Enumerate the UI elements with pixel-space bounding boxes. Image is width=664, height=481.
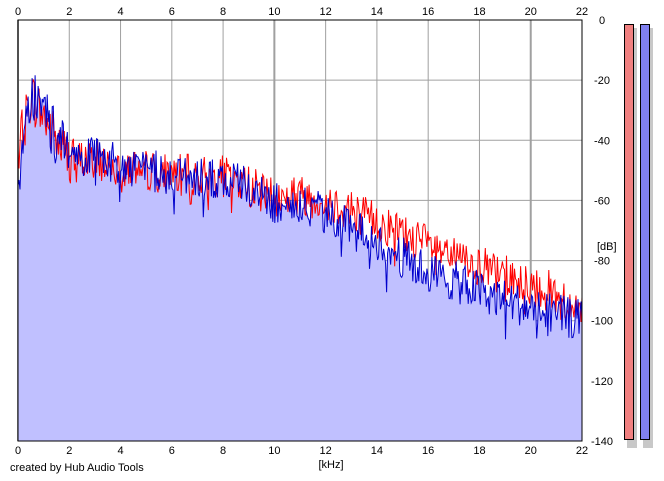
series-left-channel-line [17,79,583,323]
x-tick-label-top: 4 [117,6,123,18]
y-tick-label: -40 [594,135,610,147]
y-tick-labels: 0 -20 -40 -60 -80 -100 -120 -140 [591,15,613,448]
x-tick-label-bottom: 10 [268,445,280,457]
x-tick-label-bottom: 12 [320,445,332,457]
spectrum-fill-area [18,75,582,442]
y-tick-label: -80 [594,256,610,268]
x-tick-label-top: 12 [320,6,332,18]
series-right-channel-line [17,75,583,340]
x-tick-label-bottom: 4 [117,445,123,457]
y-tick-label: -140 [591,436,613,448]
right-level-meter [640,24,650,440]
left-level-meter [624,24,634,440]
x-tick-label-top: 14 [371,6,383,18]
x-tick-label-bottom: 18 [473,445,485,457]
x-tick-label-top: 20 [525,6,537,18]
y-tick-label: -60 [594,195,610,207]
x-tick-label-top: 16 [422,6,434,18]
x-tick-label-bottom: 6 [169,445,175,457]
x-tick-label-top: 6 [169,6,175,18]
x-tick-label-bottom: 16 [422,445,434,457]
y-tick-label: -20 [594,75,610,87]
x-tick-label-top: 2 [66,6,72,18]
y-tick-label: -120 [591,376,613,388]
y-tick-label: 0 [599,15,605,27]
y-axis-label: [dB] [597,241,617,253]
x-tick-label-top: 22 [576,6,588,18]
x-tick-label-bottom: 8 [220,445,226,457]
x-tick-label-top: 8 [220,6,226,18]
plot-frame [17,19,583,442]
x-tick-label-top: 18 [473,6,485,18]
x-tick-label-bottom: 14 [371,445,383,457]
credit-text: created by Hub Audio Tools [10,462,144,474]
x-tick-label-bottom: 2 [66,445,72,457]
x-tick-label-top: 0 [15,6,21,18]
y-tick-label: -100 [591,316,613,328]
x-tick-label-bottom: 20 [525,445,537,457]
x-tick-label-top: 10 [268,6,280,18]
x-axis-label: [kHz] [318,459,343,471]
x-tick-label-bottom: 22 [576,445,588,457]
x-tick-label-bottom: 0 [15,445,21,457]
